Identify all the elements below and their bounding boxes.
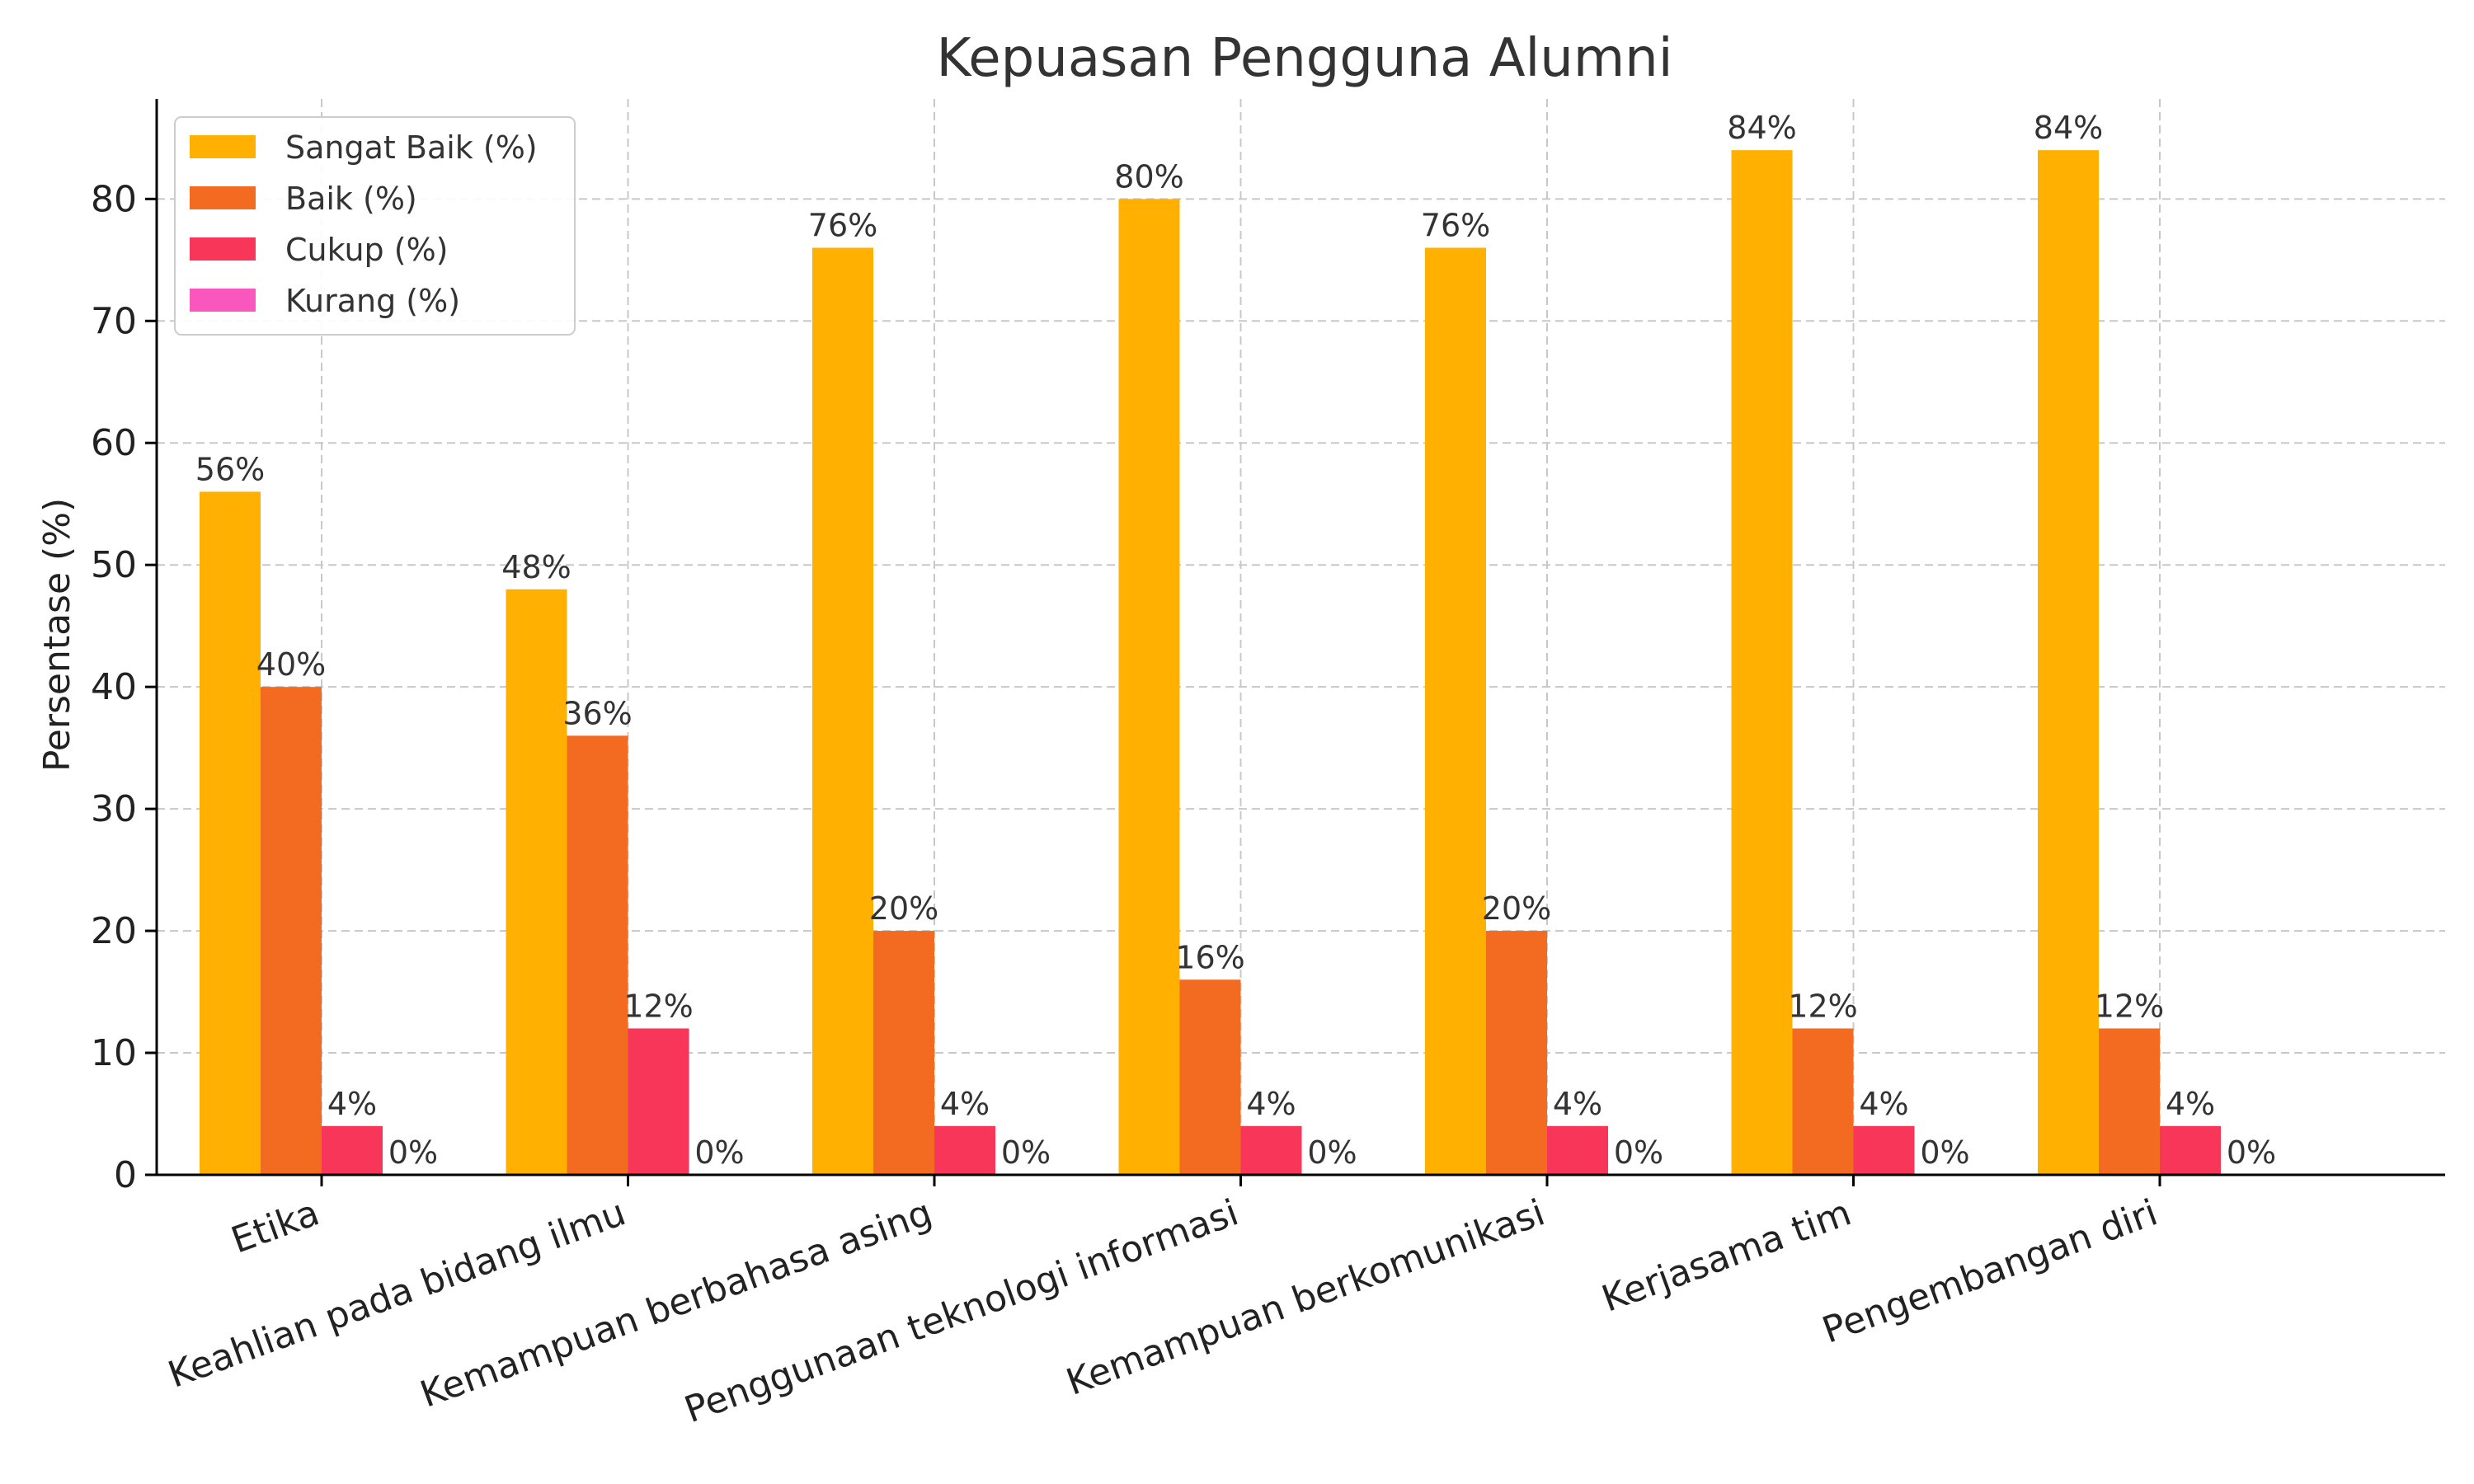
legend-label: Baik (%)	[285, 181, 417, 217]
data-label: 0%	[2227, 1134, 2276, 1171]
legend-label: Sangat Baik (%)	[285, 129, 538, 166]
bar	[873, 931, 934, 1175]
y-tick-label: 60	[91, 422, 137, 464]
bar	[2099, 1028, 2160, 1175]
data-label: 4%	[2166, 1086, 2215, 1122]
bar	[2160, 1125, 2221, 1175]
data-label: 0%	[1920, 1134, 1969, 1171]
bar	[1853, 1125, 1915, 1175]
data-label: 20%	[869, 890, 938, 927]
data-label: 20%	[1482, 890, 1551, 927]
data-label: 80%	[1114, 158, 1183, 195]
y-axis-label: Persentase (%)	[36, 498, 78, 772]
y-tick-label: 70	[91, 300, 137, 342]
data-label: 0%	[1001, 1134, 1051, 1171]
bars-layer	[200, 150, 2221, 1176]
data-labels-layer: 56% 48% 76% 80% 76% 84% 84% 40% 36% 20% 16% 20% 12% 1…	[195, 110, 2276, 1171]
bar	[1486, 931, 1547, 1175]
bar	[1792, 1028, 1854, 1175]
data-label: 4%	[1859, 1086, 1908, 1122]
legend-box	[174, 116, 576, 336]
data-label: 56%	[195, 451, 265, 487]
bar	[934, 1125, 995, 1175]
category-label: Kerjasama tim	[1597, 1191, 1856, 1320]
data-label: 40%	[256, 646, 326, 683]
category-label: Kemampuan berkomunikasi	[1061, 1191, 1550, 1403]
data-label: 4%	[1246, 1086, 1296, 1122]
y-tick-label: 10	[91, 1032, 137, 1074]
data-label: 4%	[327, 1086, 377, 1122]
data-label: 0%	[694, 1134, 744, 1171]
data-label: 76%	[1421, 208, 1490, 244]
data-label: 84%	[2034, 110, 2103, 146]
y-tick-label: 40	[91, 666, 137, 708]
bar	[1118, 199, 1180, 1175]
y-tick-label: 0	[114, 1154, 137, 1196]
bar	[322, 1125, 383, 1175]
data-label: 12%	[2095, 988, 2164, 1024]
data-label: 16%	[1175, 939, 1244, 975]
legend-swatch	[190, 186, 256, 209]
bar	[1179, 979, 1241, 1175]
bar	[200, 491, 261, 1175]
bar	[1240, 1125, 1302, 1175]
data-label: 36%	[562, 695, 632, 731]
y-tick-label: 20	[91, 910, 137, 952]
bar	[2038, 150, 2099, 1176]
bar	[1425, 247, 1486, 1175]
y-tick-label: 30	[91, 788, 137, 830]
data-label: 0%	[1614, 1134, 1663, 1171]
data-label: 0%	[388, 1134, 438, 1171]
bar	[1731, 150, 1793, 1176]
legend: Sangat Baik (%) Baik (%) Cukup (%) Kurang (…	[174, 116, 576, 336]
bar	[567, 735, 628, 1175]
data-label: 84%	[1727, 110, 1796, 146]
bar	[1547, 1125, 1608, 1175]
data-label: 4%	[940, 1086, 990, 1122]
axes-layer	[145, 99, 2445, 1186]
chart-title: Kepuasan Pengguna Alumni	[936, 28, 1672, 89]
category-label: Etika	[226, 1191, 325, 1261]
bar	[812, 247, 873, 1175]
legend-swatch	[190, 289, 256, 312]
bar	[506, 589, 567, 1175]
data-label: 4%	[1553, 1086, 1602, 1122]
category-label: Penggunaan teknologi informasi	[680, 1191, 1244, 1431]
data-label: 12%	[623, 988, 693, 1024]
category-label: Pengembangan diri	[1817, 1191, 2162, 1351]
y-tick-label: 50	[91, 544, 137, 586]
y-tick-label: 80	[91, 178, 137, 220]
data-label: 0%	[1307, 1134, 1357, 1171]
data-label: 12%	[1788, 988, 1857, 1024]
legend-label: Kurang (%)	[285, 283, 460, 319]
bar	[261, 687, 322, 1175]
category-label: Kemampuan berbahasa asing	[415, 1191, 938, 1416]
legend-label: Cukup (%)	[285, 232, 449, 268]
legend-swatch	[190, 237, 256, 261]
data-label: 76%	[808, 208, 877, 244]
data-label: 48%	[501, 549, 571, 585]
legend-swatch	[190, 135, 256, 158]
bar	[628, 1028, 689, 1175]
